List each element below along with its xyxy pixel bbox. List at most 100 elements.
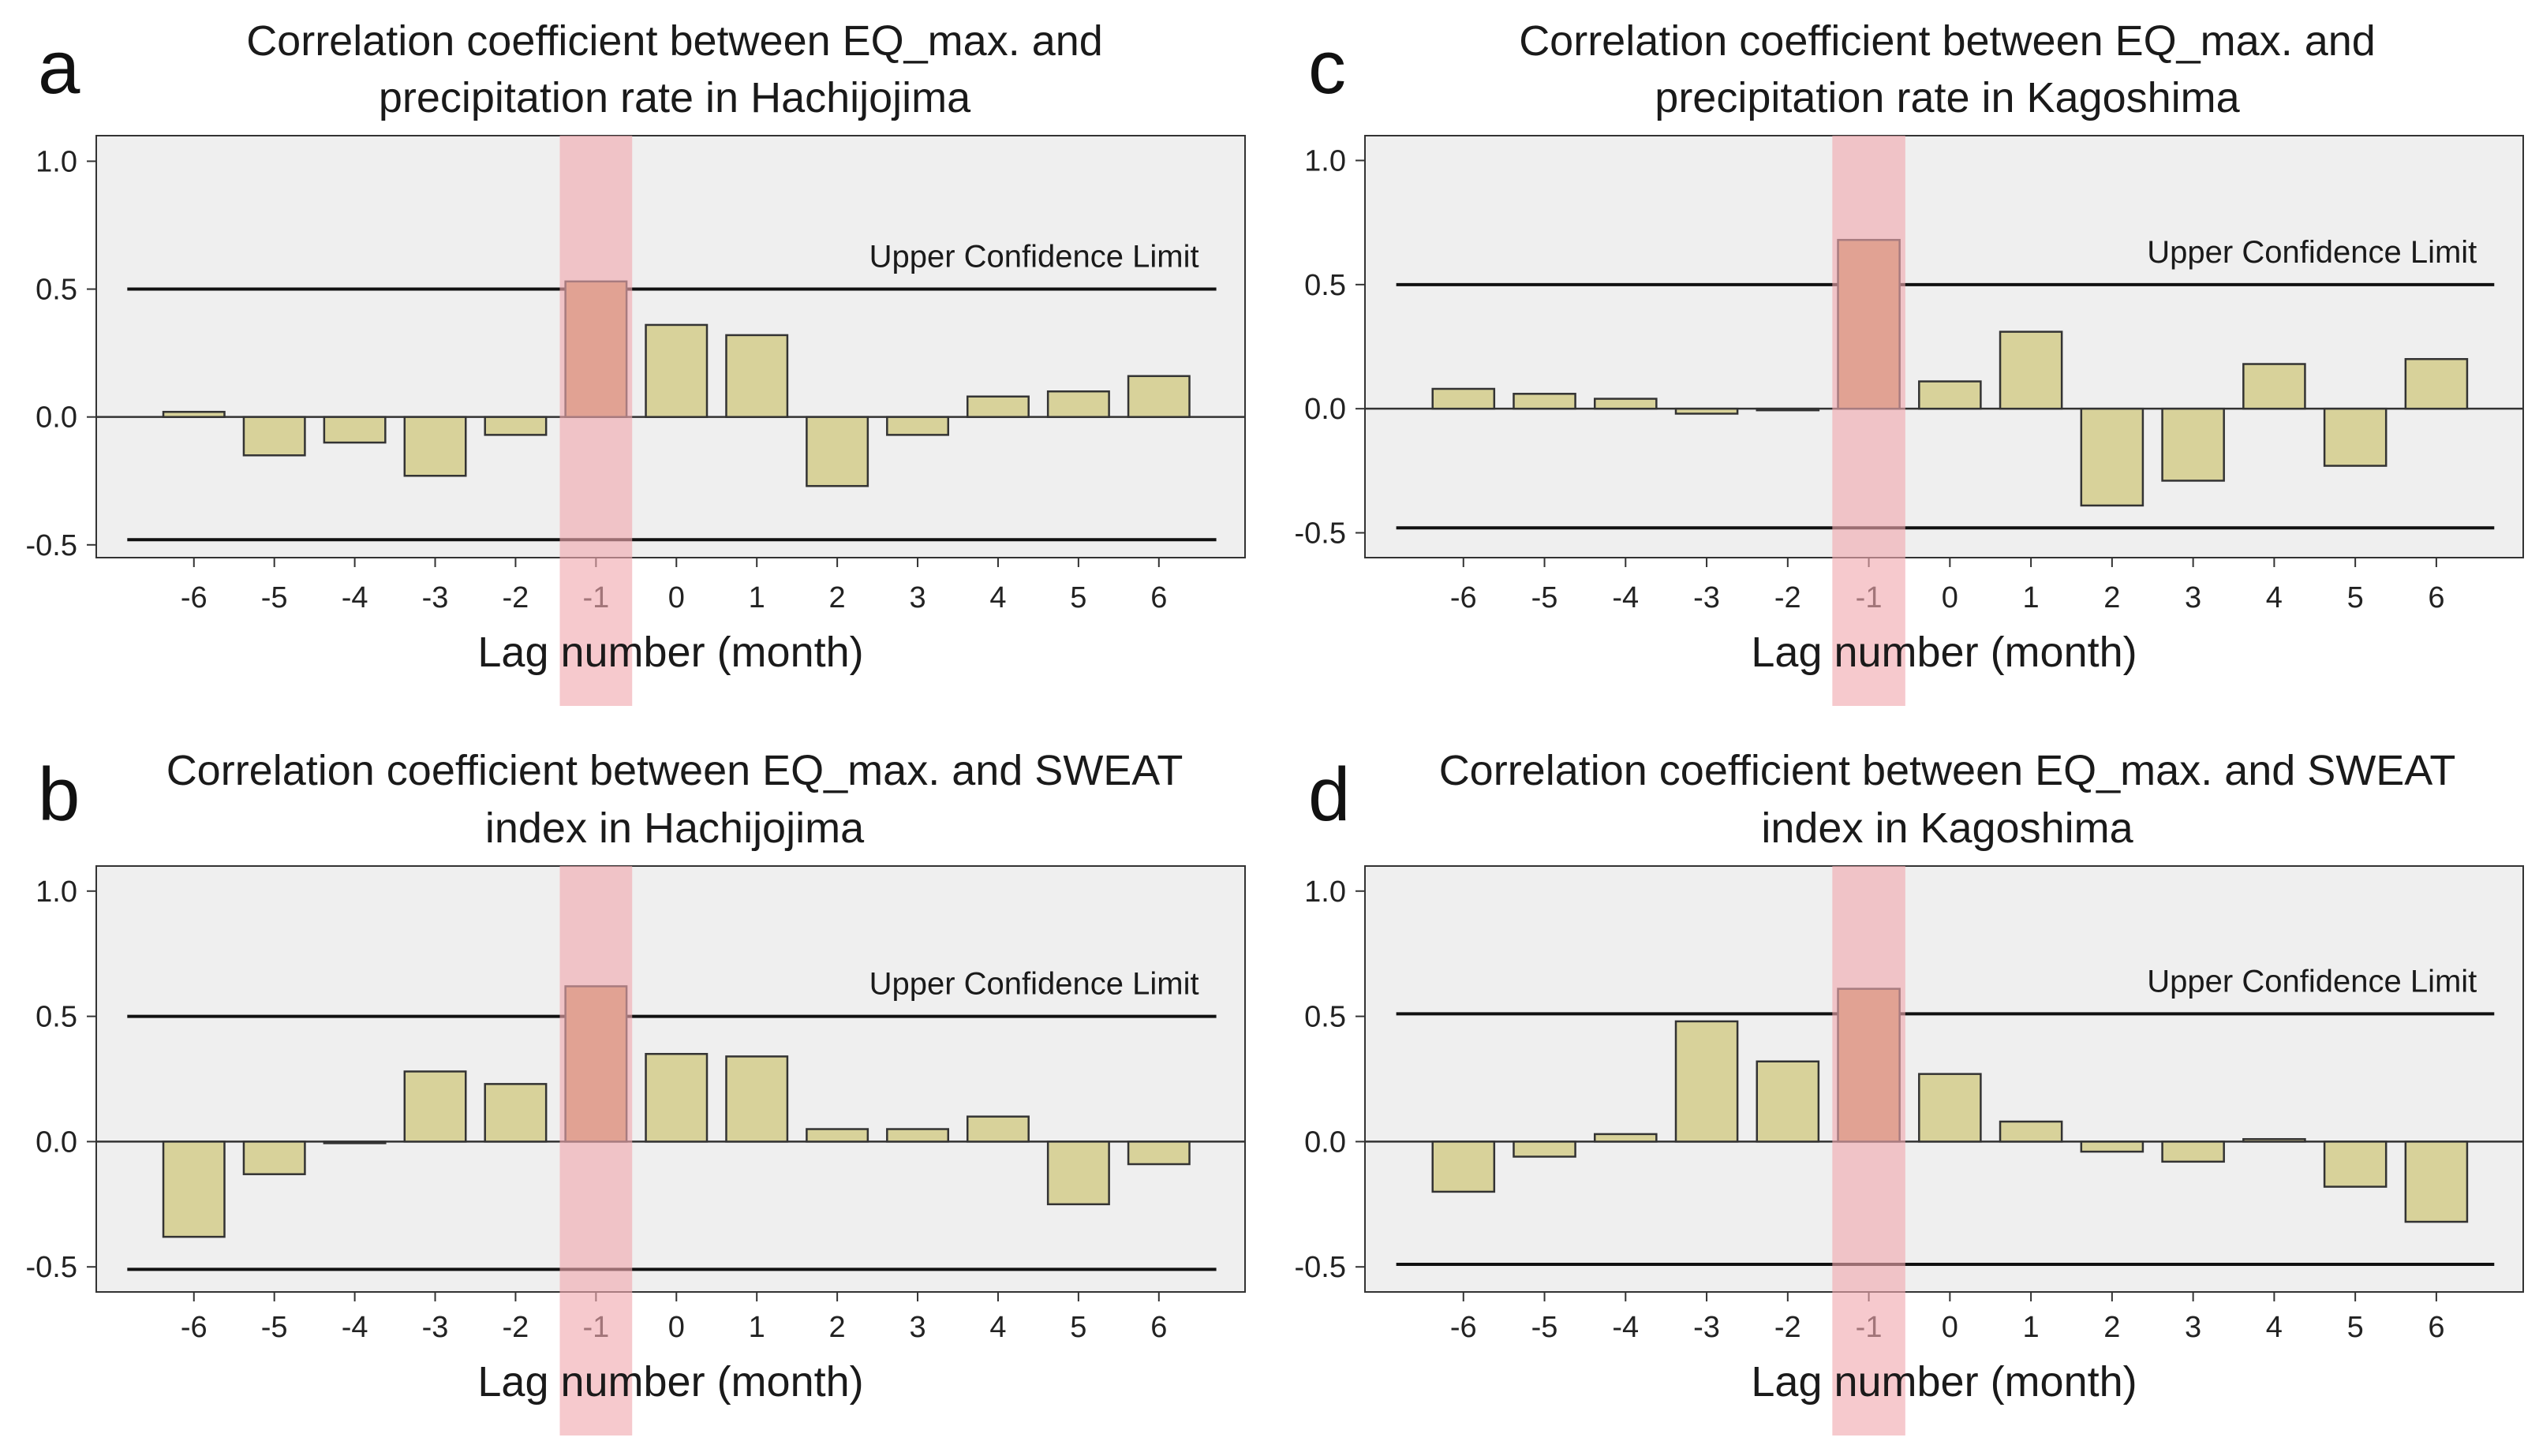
bar <box>1513 393 1576 410</box>
panel-d: d Correlation coefficient between EQ_max… <box>1295 747 2524 1435</box>
highlight-band <box>1832 136 1905 706</box>
bar <box>242 416 306 457</box>
x-tick-label: 3 <box>909 1311 925 1344</box>
panel-letter: a <box>38 25 80 110</box>
y-tick-label: -0.5 <box>26 529 77 562</box>
panel-letter: b <box>38 752 80 837</box>
x-tick-label: 0 <box>1942 581 1958 614</box>
bar <box>1918 380 1982 410</box>
y-tick-label: 0.5 <box>1304 269 1346 302</box>
x-tick-label: -4 <box>342 1311 368 1344</box>
y-tick-label: 0.0 <box>36 1126 77 1159</box>
chart-plot-a: -0.50.00.51.0-6-5-4-3-2-10123456Upper Co… <box>26 135 1246 706</box>
chart-title-line-2: index in Hachijojima <box>485 805 865 852</box>
x-tick-label: -6 <box>181 1311 208 1344</box>
bar <box>1513 1141 1576 1158</box>
x-tick-label: -2 <box>503 581 529 614</box>
highlight-band <box>559 136 633 706</box>
chart-title-line-1: Correlation coefficient between EQ_max. … <box>166 747 1183 794</box>
bar <box>1756 1060 1820 1143</box>
x-tick-label: 6 <box>1150 1311 1167 1344</box>
bar <box>1674 407 1739 415</box>
panel-letter: c <box>1308 25 1346 110</box>
x-tick-label: 0 <box>668 1311 685 1344</box>
bar <box>403 416 467 477</box>
chart-plot-b: -0.50.00.51.0-6-5-4-3-2-10123456Upper Co… <box>26 865 1246 1435</box>
bar <box>966 1115 1030 1143</box>
bar <box>1431 1141 1496 1193</box>
x-tick-label: 5 <box>1070 1311 1086 1344</box>
bar <box>806 416 869 487</box>
panel-c: c Correlation coefficient between EQ_max… <box>1295 17 2524 706</box>
bar <box>966 395 1030 418</box>
bar <box>1674 1020 1739 1143</box>
x-tick-label: -2 <box>503 1311 529 1344</box>
chart-plot-c: -0.50.00.51.0-6-5-4-3-2-10123456Upper Co… <box>1295 135 2524 706</box>
bar <box>1999 330 2063 410</box>
bar <box>1431 387 1496 410</box>
x-tick-label: -6 <box>1450 1311 1477 1344</box>
y-tick-label: 0.0 <box>1304 1126 1346 1159</box>
y-tick-label: 0.5 <box>36 274 77 307</box>
x-tick-label: -6 <box>1450 581 1477 614</box>
bar <box>1046 390 1110 418</box>
bar <box>2161 407 2225 482</box>
x-tick-label: 2 <box>2103 1311 2120 1344</box>
x-tick-label: -5 <box>1531 1311 1558 1344</box>
chart-plot-d: -0.50.00.51.0-6-5-4-3-2-10123456Upper Co… <box>1295 865 2524 1435</box>
y-tick-label: 0.5 <box>36 1001 77 1034</box>
x-tick-label: -2 <box>1774 581 1801 614</box>
y-tick-label: 0.0 <box>36 401 77 435</box>
bar <box>1594 398 1658 410</box>
bar <box>1127 1141 1191 1166</box>
x-tick-label: 4 <box>2266 581 2283 614</box>
bar <box>2323 407 2388 467</box>
x-tick-label: -5 <box>1531 581 1558 614</box>
x-tick-label: -2 <box>1774 1311 1801 1344</box>
x-tick-label: -5 <box>261 581 288 614</box>
x-tick-label: 5 <box>2347 581 2364 614</box>
highlight-band <box>559 866 633 1435</box>
x-tick-label: -3 <box>422 1311 449 1344</box>
bar <box>886 416 950 436</box>
x-tick-label: 5 <box>1070 581 1086 614</box>
upper-confidence-label: Upper Confidence Limit <box>2147 964 2477 999</box>
panel-letter: d <box>1308 752 1350 837</box>
x-axis-label: Lag number (month) <box>1751 1358 2137 1406</box>
x-tick-label: -3 <box>1693 581 1720 614</box>
bar <box>886 1128 950 1143</box>
bar <box>725 1055 789 1143</box>
bar <box>484 416 548 436</box>
x-axis-label: Lag number (month) <box>1751 629 2137 676</box>
x-tick-label: 3 <box>909 581 925 614</box>
x-tick-label: 0 <box>668 581 685 614</box>
x-tick-label: -3 <box>1693 1311 1720 1344</box>
bar <box>162 410 226 418</box>
x-tick-label: -4 <box>342 581 368 614</box>
bar <box>645 323 709 418</box>
bar <box>1918 1073 1982 1143</box>
highlight-band <box>1832 866 1905 1435</box>
x-tick-label: 2 <box>829 1311 846 1344</box>
bar <box>162 1141 226 1238</box>
chart-title-line-2: precipitation rate in Kagoshima <box>1655 74 2240 121</box>
chart-title-line-1: Correlation coefficient between EQ_max. … <box>246 17 1103 65</box>
y-tick-label: -0.5 <box>1295 517 1346 551</box>
bar <box>2161 1141 2225 1163</box>
bar <box>1127 375 1191 418</box>
bar <box>1999 1120 2063 1143</box>
bar <box>1594 1133 1658 1143</box>
chart-title-line-2: precipitation rate in Hachijojima <box>379 74 971 121</box>
plot-area <box>1364 135 2524 558</box>
x-tick-label: -6 <box>181 581 208 614</box>
chart-title-line-2: index in Kagoshima <box>1761 805 2133 852</box>
x-axis-label: Lag number (month) <box>477 629 863 676</box>
x-tick-label: 6 <box>2428 1311 2444 1344</box>
y-tick-label: 0.5 <box>1304 1001 1346 1034</box>
y-tick-label: 1.0 <box>1304 875 1346 909</box>
bar <box>323 1141 387 1144</box>
x-tick-label: 2 <box>829 581 846 614</box>
bar <box>2080 407 2145 507</box>
bar <box>725 334 789 418</box>
